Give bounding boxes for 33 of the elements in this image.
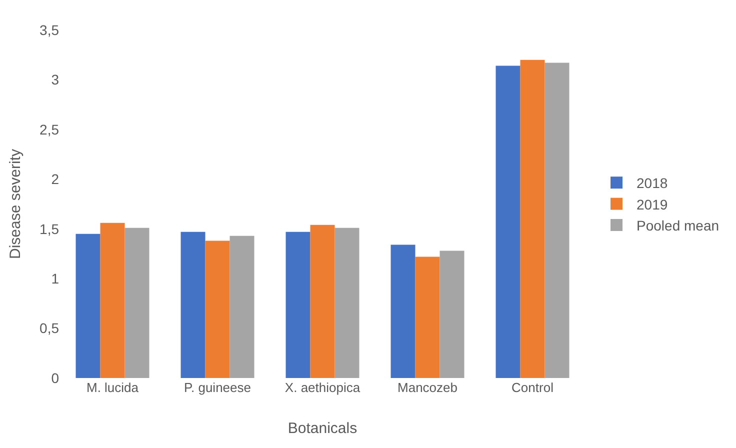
y-tick-label: 3	[51, 72, 60, 88]
bar	[100, 222, 125, 378]
bar	[180, 232, 206, 378]
y-tick-label: 2,5	[40, 121, 60, 138]
bar	[496, 66, 520, 378]
bar	[310, 224, 335, 378]
bar	[286, 232, 310, 378]
bar	[334, 228, 360, 378]
legend-label: 2018	[636, 175, 668, 192]
legend-label: 2019	[636, 196, 668, 212]
bar	[520, 60, 545, 378]
bar	[76, 234, 100, 378]
y-tick-label: 3,5	[40, 22, 60, 38]
bar	[205, 240, 230, 378]
bar	[440, 250, 464, 378]
y-tick-label: 0	[51, 370, 60, 386]
y-tick-label: 1,5	[40, 220, 60, 237]
bar	[390, 244, 416, 378]
y-tick-label: 2	[51, 171, 60, 188]
bar	[544, 62, 570, 378]
legend-label: Pooled mean	[636, 217, 720, 234]
x-tick-label: Mancozeb	[398, 380, 458, 395]
y-tick-label: 0,5	[40, 320, 60, 336]
x-tick-label: Control	[512, 380, 554, 395]
x-axis-title: Botanicals	[288, 420, 358, 437]
bar	[230, 236, 254, 378]
x-tick-label: P. guineese	[184, 380, 251, 395]
y-tick-label: 1	[51, 270, 60, 286]
y-axis-title: Disease severity	[7, 148, 24, 260]
bar	[415, 256, 440, 378]
x-tick-label: M. lucida	[86, 380, 140, 395]
bar	[124, 228, 150, 378]
x-tick-label: X. aethiopica	[284, 380, 361, 395]
